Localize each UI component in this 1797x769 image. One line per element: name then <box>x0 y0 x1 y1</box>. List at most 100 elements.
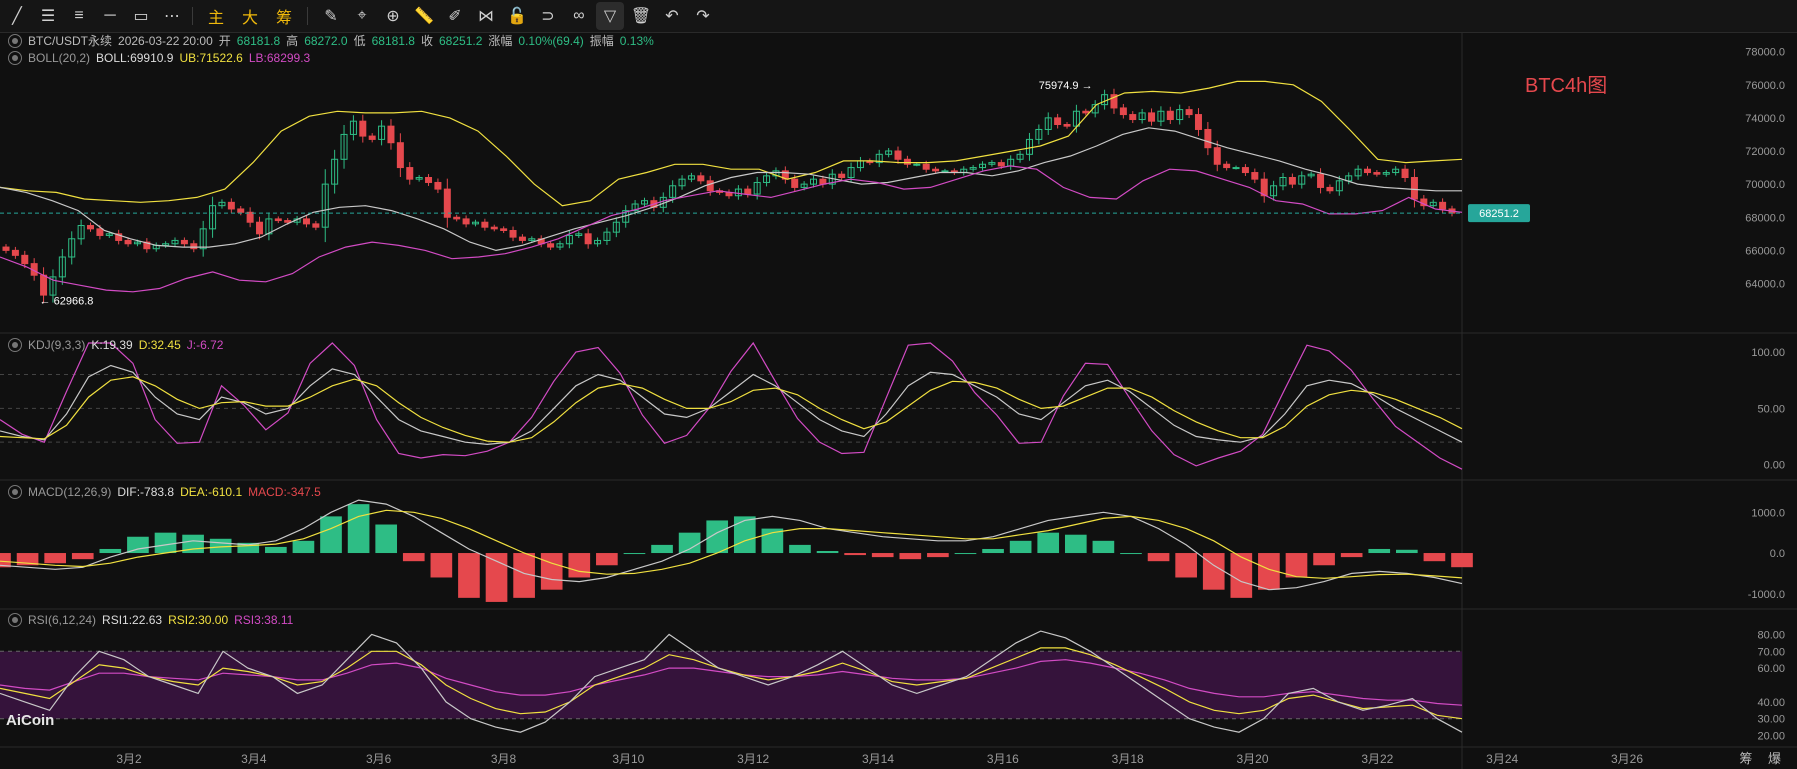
high-value: 68272.0 <box>304 33 348 48</box>
lock-icon[interactable]: 🔓 <box>507 8 527 25</box>
horizontal-lines-icon[interactable]: ☰ <box>40 8 56 25</box>
undo-icon[interactable]: ↶ <box>665 8 679 25</box>
open-label: 开 <box>218 34 231 48</box>
price-tick-label: 68000.0 <box>1745 212 1785 224</box>
candle-body <box>1110 94 1118 109</box>
ohlc-legend: BTC/USDT永续 2026-03-22 20:00 开 68181.8 高 68… <box>8 32 654 49</box>
parallel-lines-icon[interactable]: ≡ <box>74 7 84 24</box>
kdj-legend: KDJ(9,3,3) K:19.39 D:32.45 J:-6.72 <box>8 338 223 352</box>
amp-value: 0.13% <box>619 33 654 48</box>
more-dots-icon[interactable]: ⋯ <box>164 8 180 25</box>
symbol-label: BTC/USDT永续 <box>28 34 113 48</box>
macd-histogram-bar <box>0 553 11 568</box>
open-value: 68181.8 <box>236 33 281 48</box>
macd-dif: DIF:-783.8 <box>117 485 175 499</box>
toolbar-text-button-0[interactable]: 主 <box>207 10 224 27</box>
candle-body <box>1063 124 1071 127</box>
candle-body <box>1148 112 1156 122</box>
candle-body <box>302 218 310 225</box>
candle-body <box>237 208 245 213</box>
filter-icon[interactable]: ▽ <box>596 2 624 30</box>
pattern-icon[interactable]: ⋈ <box>478 8 494 25</box>
macd-histogram-bar <box>1368 548 1391 554</box>
candle-body <box>875 153 883 164</box>
kdj-tick-label: 50.00 <box>1757 403 1785 415</box>
candle-body <box>11 249 19 256</box>
candle-body <box>1119 107 1127 116</box>
macd-histogram-bar <box>1120 553 1142 555</box>
close-label: 收 <box>420 34 433 48</box>
candle-body <box>1241 167 1249 174</box>
macd-histogram-bar <box>789 544 811 554</box>
price-tick-label: 70000.0 <box>1745 179 1785 191</box>
candle-body <box>838 173 846 178</box>
date-tick-label: 3月18 <box>1112 752 1144 766</box>
candle-body <box>40 274 48 296</box>
macd-histogram-bar <box>430 553 453 578</box>
candle-body <box>1326 186 1334 192</box>
brush-icon[interactable]: ✐ <box>448 8 462 25</box>
candle-time: 2026-03-22 20:00 <box>118 33 213 48</box>
macd-histogram-bar <box>375 524 398 554</box>
trend-line-icon[interactable]: ╱ <box>12 8 22 25</box>
candle-body <box>969 167 977 170</box>
candle-body <box>753 181 761 195</box>
rsi3: RSI3:38.11 <box>234 613 294 627</box>
price-tick-label: 76000.0 <box>1745 80 1785 92</box>
rsi-tick-label: 60.00 <box>1757 663 1785 675</box>
toolbar-text-button-2[interactable]: 筹 <box>275 10 292 27</box>
horizontal-ray-icon[interactable]: ─ <box>104 7 116 24</box>
visibility-icon[interactable] <box>8 613 22 627</box>
amp-label: 振幅 <box>589 34 614 48</box>
date-tick-label: 3月24 <box>1486 752 1518 766</box>
high-annotation: 75974.9 → <box>1039 80 1093 92</box>
visibility-icon[interactable] <box>8 51 22 65</box>
macd-histogram-bar <box>651 544 673 554</box>
zoom-in-icon[interactable]: ⊕ <box>386 8 400 25</box>
candle-body <box>453 216 461 220</box>
macd-name: MACD(12,26,9) <box>28 485 112 499</box>
candle-body <box>1223 163 1231 169</box>
toolbar-text-button-1[interactable]: 大 <box>241 10 258 27</box>
candle-body <box>547 243 555 248</box>
visibility-icon[interactable] <box>8 338 22 352</box>
macd-histogram-bar <box>1092 540 1115 554</box>
rectangle-icon[interactable]: ▭ <box>133 8 149 25</box>
trash-icon[interactable]: 🗑 <box>630 8 652 25</box>
candle-body <box>1335 180 1343 192</box>
boll-lower-line <box>0 165 1463 293</box>
candle-body <box>1213 147 1221 165</box>
rsi-tick-label: 80.00 <box>1757 629 1785 641</box>
candle-body <box>481 221 489 228</box>
candle-body <box>640 200 648 205</box>
candle-body <box>1251 172 1259 180</box>
macd-histogram-bar <box>568 553 591 578</box>
visibility-icon[interactable] <box>8 485 22 499</box>
settings-pen-icon[interactable]: ✎ <box>324 8 338 25</box>
candle-body <box>209 205 217 230</box>
redo-icon[interactable]: ↷ <box>696 8 710 25</box>
macd-histogram-bar <box>1009 540 1032 554</box>
candle-body <box>1176 109 1184 121</box>
measure-icon[interactable]: ⌖ <box>357 7 367 24</box>
kdj-name: KDJ(9,3,3) <box>28 338 86 352</box>
candle-body <box>1288 177 1296 185</box>
corner-buttons[interactable]: 筹 爆 <box>1739 751 1787 766</box>
magnet-icon[interactable]: ⊃ <box>541 8 555 25</box>
candle-body <box>49 276 57 296</box>
macd-histogram-bar <box>513 553 535 598</box>
macd-tick-label: -1000.0 <box>1748 589 1785 601</box>
link-icon[interactable]: ∞ <box>573 7 585 24</box>
candle-body <box>284 220 292 223</box>
candle-body <box>1232 167 1240 170</box>
candle-body <box>763 175 771 183</box>
candle-body <box>58 256 66 278</box>
candle-body <box>528 238 536 241</box>
macd-value: MACD:-347.5 <box>248 485 321 499</box>
ruler-icon[interactable]: 📏 <box>414 8 434 25</box>
candle-body <box>68 238 76 258</box>
candle-body <box>500 228 508 231</box>
visibility-icon[interactable] <box>8 33 22 48</box>
macd-dif-line <box>0 499 1463 591</box>
